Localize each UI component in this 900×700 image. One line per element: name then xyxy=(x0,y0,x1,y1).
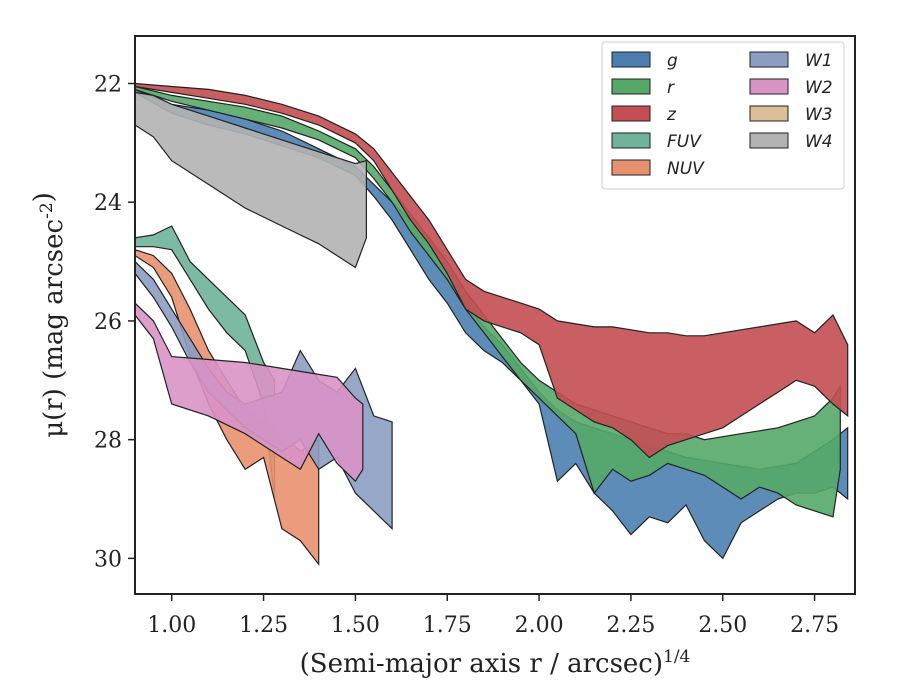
legend-swatch-w2 xyxy=(749,78,789,95)
y-tick-label: 24 xyxy=(94,191,122,216)
x-tick-label: 2.00 xyxy=(515,613,564,638)
y-axis: 22 24 26 28 30 xyxy=(94,72,135,572)
y-axis-label: μ(r) (mag arcsec-2) xyxy=(29,192,69,438)
legend-swatch-fuv xyxy=(611,132,651,149)
legend-swatch-w1 xyxy=(749,51,789,68)
y-tick-label: 28 xyxy=(94,429,122,454)
legend-label-w1: W1 xyxy=(805,51,833,71)
legend-label-fuv: FUV xyxy=(667,132,702,152)
plot-areas xyxy=(134,82,849,567)
y-tick-label: 22 xyxy=(94,72,122,97)
y-tick-label: 26 xyxy=(94,310,122,335)
y-tick-label: 30 xyxy=(94,547,122,572)
legend: grz FUV NUV W1 W2 W3 W4 xyxy=(601,41,845,190)
legend-swatch-nuv xyxy=(611,159,651,176)
band-w2 xyxy=(134,301,364,483)
x-tick-label: 2.50 xyxy=(698,613,747,638)
band-w4 xyxy=(134,91,367,269)
legend-label-r: r xyxy=(667,78,675,98)
legend-swatch-r xyxy=(611,78,651,95)
legend-swatch-w4 xyxy=(749,132,789,149)
legend-swatch-z xyxy=(611,105,651,122)
legend-label-g: g xyxy=(667,51,678,71)
x-tick-label: 1.50 xyxy=(331,613,380,638)
legend-swatch-w3 xyxy=(749,105,789,122)
x-axis: 1.00 1.25 1.50 1.75 2.00 2.25 2.50 2.75 xyxy=(147,594,839,638)
legend-label-nuv: NUV xyxy=(667,159,705,179)
legend-label-z: z xyxy=(666,105,677,125)
x-tick-label: 1.75 xyxy=(423,613,472,638)
x-axis-label: (Semi-major axis r / arcsec)1/4 xyxy=(300,647,691,679)
x-tick-label: 2.25 xyxy=(606,613,655,638)
plot-frame xyxy=(134,35,856,595)
legend-label-w3: W3 xyxy=(805,105,833,125)
band-z xyxy=(134,82,849,459)
legend-label-w2: W2 xyxy=(805,78,833,98)
x-tick-label: 1.25 xyxy=(239,613,288,638)
legend-swatch-g xyxy=(611,51,651,68)
x-tick-label: 2.75 xyxy=(790,613,839,638)
legend-label-w4: W4 xyxy=(805,132,833,152)
x-tick-label: 1.00 xyxy=(147,613,196,638)
